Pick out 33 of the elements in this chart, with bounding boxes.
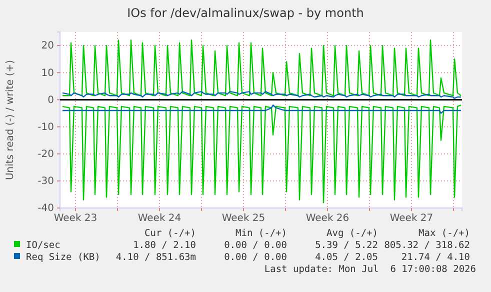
text: 805.32 / 318.62 — [384, 240, 470, 251]
line-series — [62, 104, 462, 114]
line-series — [62, 90, 462, 99]
y-tick-label: -30 — [38, 176, 54, 188]
text: 4.05 / 2.05 — [315, 252, 378, 263]
y-axis-title: Units read (-) / write (+) — [5, 60, 16, 180]
text: Avg (-/+) — [326, 228, 378, 239]
text: Min (-/+) — [236, 228, 287, 239]
text: 0.00 / 0.00 — [224, 252, 288, 263]
x-tick-label: Week 24 — [138, 213, 182, 224]
x-tick-label: Week 27 — [390, 213, 434, 224]
x-tick-label: Week 26 — [306, 213, 350, 224]
y-tick-label: 20 — [41, 40, 54, 52]
text: Cur (-/+) — [144, 228, 196, 239]
text: 5.39 / 5.22 — [315, 240, 378, 251]
x-tick-label: Week 25 — [222, 213, 266, 224]
chart-title: IOs for /dev/almalinux/swap - by month — [127, 6, 364, 20]
y-tick-label: -20 — [38, 149, 54, 160]
text: Max (-/+) — [418, 228, 470, 239]
x-tick-label: Week 23 — [54, 213, 98, 224]
y-tick-label: 10 — [41, 68, 54, 79]
text: 0.00 / 0.00 — [224, 240, 288, 251]
y-tick-label: -10 — [38, 122, 54, 133]
line-series — [62, 104, 462, 204]
text: 21.74 / 4.10 — [401, 252, 470, 263]
y-tick-label: -40 — [38, 203, 54, 214]
text: 4.10 / 851.63m — [116, 252, 196, 263]
legend-label: Req Size (KB) — [26, 252, 100, 263]
text: 1.80 / 2.10 — [133, 240, 196, 251]
text: Last update: Mon Jul 6 17:00:08 2026 — [264, 264, 476, 275]
y-tick-label: 0 — [48, 94, 54, 106]
line-series — [62, 40, 462, 96]
legend-label: IO/sec — [26, 240, 60, 251]
